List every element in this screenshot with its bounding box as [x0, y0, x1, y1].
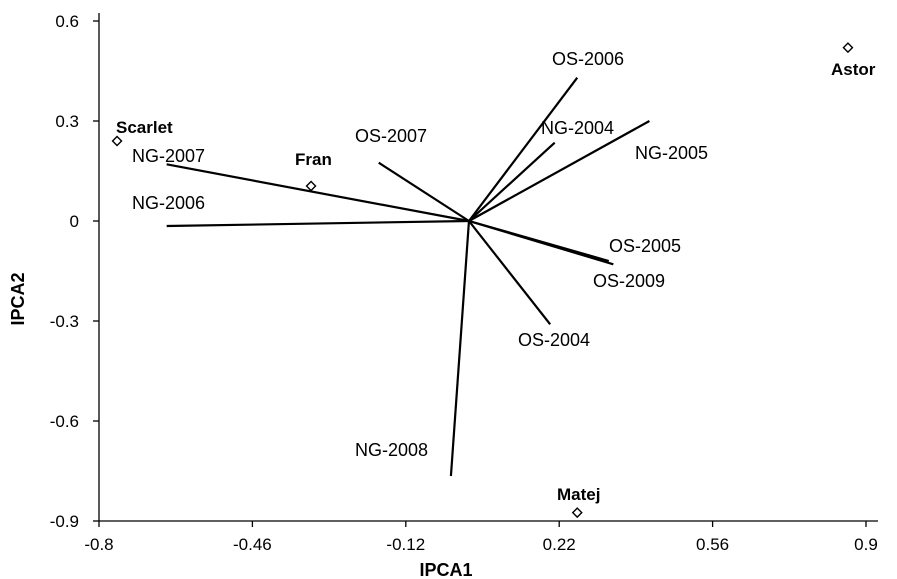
axes: 0.6 0.3 0 -0.3 -0.6 -0.9 -0.8 -0.46 -0.12 0.22 0.5… [50, 12, 878, 554]
genotype-points [111, 42, 854, 519]
environment-vector [468, 220, 552, 326]
genotype-marker [571, 507, 583, 519]
x-tick-label: 0.56 [696, 535, 729, 554]
genotype-label: Matej [557, 485, 600, 504]
environment-vector [468, 120, 650, 222]
y-tick-label: -0.9 [50, 512, 79, 531]
environment-label: OS-2004 [518, 330, 590, 350]
x-axis-title: IPCA1 [419, 560, 472, 579]
environment-label: NG-2008 [355, 440, 428, 460]
y-tick-label: -0.3 [50, 312, 79, 331]
x-tick-label: -0.12 [386, 535, 425, 554]
genotype-label: Scarlet [116, 118, 173, 137]
genotype-label: Astor [831, 60, 876, 79]
genotype-marker [305, 180, 317, 192]
environment-vector [468, 141, 556, 222]
environment-label: OS-2006 [552, 49, 624, 69]
environment-label: OS-2005 [609, 236, 681, 256]
environment-vectors [166, 77, 650, 477]
environment-vector [468, 77, 579, 222]
y-tick-label: 0 [70, 212, 79, 231]
genotype-marker [111, 135, 123, 147]
genotype-label: Fran [295, 150, 332, 169]
y-tick-label: 0.3 [55, 112, 79, 131]
x-tick-label: -0.8 [84, 535, 113, 554]
environment-vector [166, 219, 469, 228]
environment-vector [468, 219, 614, 266]
x-tick-label: -0.46 [233, 535, 272, 554]
genotype-marker [842, 42, 854, 54]
environment-label: NG-2005 [635, 143, 708, 163]
chart-labels: OS-2006 NG-2004 NG-2005 OS-2007 NG-2007 NG-20… [116, 49, 876, 504]
environment-vector [449, 220, 471, 477]
y-axis-title: IPCA2 [8, 272, 28, 325]
environment-label: NG-2006 [132, 193, 205, 213]
environment-vector [166, 163, 470, 223]
x-tick-label: 0.22 [543, 535, 576, 554]
x-tick-label: 0.9 [854, 535, 878, 554]
environment-label: OS-2007 [355, 126, 427, 146]
environment-label: NG-2004 [541, 118, 614, 138]
y-tick-label: -0.6 [50, 412, 79, 431]
y-tick-label: 0.6 [55, 12, 79, 31]
environment-label: OS-2009 [593, 271, 665, 291]
environment-label: NG-2007 [132, 146, 205, 166]
environment-vector [378, 161, 470, 222]
